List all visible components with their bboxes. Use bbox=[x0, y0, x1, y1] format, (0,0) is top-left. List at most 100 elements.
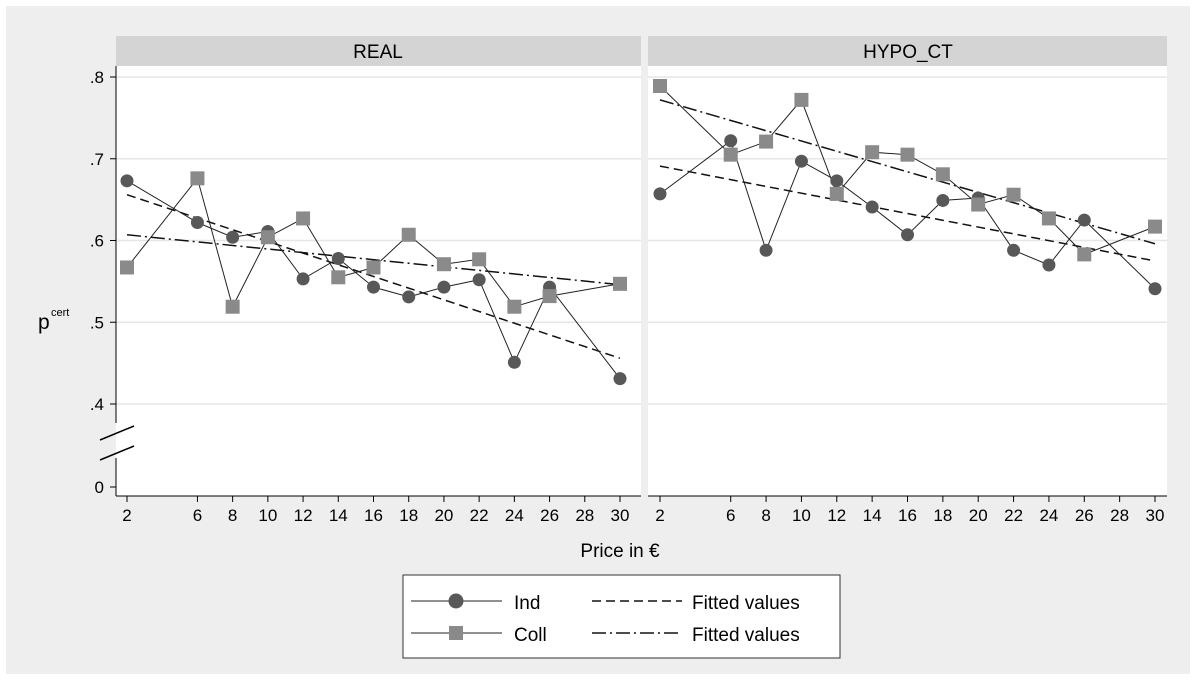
y-tick-label: .4 bbox=[90, 395, 104, 414]
data-point-ind-hypo-ct bbox=[653, 187, 667, 201]
x-tick-label-hypo-ct: 24 bbox=[1039, 506, 1058, 525]
x-tick-label-hypo-ct: 20 bbox=[969, 506, 988, 525]
panel-header-real bbox=[116, 36, 641, 66]
data-point-coll-real bbox=[507, 299, 522, 314]
data-point-ind-real bbox=[331, 251, 345, 265]
x-tick-label-hypo-ct: 8 bbox=[761, 506, 770, 525]
legend-entry-coll: Coll bbox=[411, 625, 547, 646]
legend-label-fit-ind: Fitted values bbox=[692, 593, 800, 614]
x-tick-label-real: 26 bbox=[540, 506, 559, 525]
fit-line-ind-hypo-ct bbox=[659, 165, 1156, 262]
x-tick-label-real: 22 bbox=[470, 506, 489, 525]
plot-layer-hypo-ct bbox=[648, 76, 1167, 405]
data-point-ind-hypo-ct bbox=[1007, 243, 1021, 257]
y-tick-label: .7 bbox=[90, 150, 104, 169]
x-tick-label-hypo-ct: 26 bbox=[1075, 506, 1094, 525]
x-tick-label-hypo-ct: 6 bbox=[726, 506, 735, 525]
y-tick-label: .5 bbox=[90, 313, 104, 332]
x-tick-label-real: 12 bbox=[294, 506, 313, 525]
data-point-coll-real bbox=[120, 260, 134, 275]
data-point-ind-hypo-ct bbox=[865, 200, 879, 214]
x-tick-label-real: 6 bbox=[193, 506, 202, 525]
legend-label-ind: Ind bbox=[514, 593, 540, 614]
legend-label-coll: Coll bbox=[514, 625, 547, 646]
y-tick-label: 0 bbox=[95, 478, 104, 497]
data-point-coll-real bbox=[542, 289, 557, 304]
y-axis: 0 .4 .5 .6 .7 .8 p cert bbox=[38, 66, 135, 497]
data-point-coll-hypo-ct bbox=[759, 134, 774, 149]
x-tick-label-real: 28 bbox=[575, 506, 594, 525]
fit-line-coll-hypo-ct bbox=[659, 99, 1156, 245]
data-point-coll-hypo-ct bbox=[653, 78, 667, 93]
data-point-ind-real bbox=[190, 216, 204, 230]
data-point-coll-hypo-ct bbox=[723, 147, 738, 162]
y-axis-label-superscript: cert bbox=[51, 307, 69, 319]
x-axes: 2 6 8 10 12 14 16 18 20 22 24 26 28 30 2 6 8 10 12 14 16 18 20… bbox=[116, 495, 1167, 525]
x-tick-label-real: 16 bbox=[364, 506, 383, 525]
data-point-coll-hypo-ct bbox=[900, 147, 915, 162]
legend: Ind Fitted values Coll Fitted values bbox=[402, 574, 841, 659]
data-point-ind-hypo-ct bbox=[759, 243, 773, 257]
legend-label-fit-coll: Fitted values bbox=[692, 625, 800, 646]
legend-box bbox=[402, 574, 841, 659]
x-tick-label-hypo-ct: 18 bbox=[933, 506, 952, 525]
data-point-coll-hypo-ct bbox=[1006, 187, 1021, 202]
data-point-ind-hypo-ct bbox=[1077, 213, 1091, 227]
panel-real: REAL bbox=[116, 36, 641, 496]
y-axis-label: p bbox=[38, 311, 50, 334]
x-tick-label-real: 24 bbox=[505, 506, 524, 525]
data-point-coll-hypo-ct bbox=[1148, 219, 1162, 234]
x-tick-label-real: 14 bbox=[329, 506, 348, 525]
data-point-ind-real bbox=[437, 280, 451, 294]
data-point-ind-real bbox=[367, 280, 380, 294]
data-point-coll-real bbox=[190, 171, 205, 186]
data-point-ind-hypo-ct bbox=[1042, 258, 1056, 272]
data-point-coll-hypo-ct bbox=[971, 197, 986, 212]
data-point-ind-hypo-ct bbox=[936, 193, 950, 207]
legend-entry-fit-coll: Fitted values bbox=[592, 625, 800, 646]
y-tick-label: .8 bbox=[90, 68, 104, 87]
x-axis-label: Price in € bbox=[580, 541, 660, 562]
y-tick-label: .6 bbox=[90, 232, 104, 251]
data-point-coll-real bbox=[366, 260, 381, 275]
data-point-coll-hypo-ct bbox=[1041, 211, 1056, 226]
data-point-coll-real bbox=[613, 276, 627, 291]
data-point-ind-real bbox=[120, 174, 134, 188]
panel-hypo-ct: HYPO_CT bbox=[648, 36, 1167, 496]
y-axis-break-icon bbox=[99, 425, 135, 461]
plot-area-real bbox=[116, 66, 641, 496]
data-point-coll-real bbox=[260, 230, 275, 245]
data-point-coll-hypo-ct bbox=[935, 167, 950, 182]
data-point-coll-hypo-ct bbox=[865, 145, 880, 160]
legend-symbol-square-coll bbox=[449, 626, 463, 640]
data-point-ind-real bbox=[296, 272, 310, 286]
data-point-ind-hypo-ct bbox=[794, 154, 808, 168]
data-point-ind-real bbox=[226, 230, 240, 244]
x-tick-label-hypo-ct: 2 bbox=[655, 506, 664, 525]
x-tick-label-real: 30 bbox=[611, 506, 630, 525]
x-tick-label-hypo-ct: 16 bbox=[898, 506, 917, 525]
y-axis-ticks: 0 .4 .5 .6 .7 .8 bbox=[90, 68, 116, 497]
x-tick-label-hypo-ct: 12 bbox=[827, 506, 846, 525]
legend-entry-ind: Ind bbox=[411, 593, 540, 614]
data-point-coll-real bbox=[401, 227, 416, 242]
legend-symbol-circle-ind bbox=[448, 593, 464, 609]
data-point-coll-hypo-ct bbox=[794, 92, 809, 107]
x-tick-label-real: 20 bbox=[434, 506, 453, 525]
data-point-coll-hypo-ct bbox=[829, 186, 844, 201]
data-point-coll-hypo-ct bbox=[1077, 247, 1092, 262]
data-point-ind-hypo-ct bbox=[901, 228, 914, 242]
x-tick-label-hypo-ct: 14 bbox=[863, 506, 882, 525]
plot-layer-real bbox=[116, 76, 641, 405]
data-point-coll-real bbox=[472, 252, 487, 267]
x-tick-label-real: 10 bbox=[258, 506, 277, 525]
fit-line-coll-real bbox=[126, 234, 621, 286]
x-tick-label-hypo-ct: 30 bbox=[1146, 506, 1165, 525]
panel-title-real: REAL bbox=[353, 42, 403, 63]
data-point-ind-hypo-ct bbox=[724, 134, 738, 148]
x-tick-label-real: 8 bbox=[228, 506, 237, 525]
data-point-ind-hypo-ct bbox=[1148, 282, 1162, 296]
x-tick-label-real: 18 bbox=[399, 506, 418, 525]
data-point-ind-hypo-ct bbox=[830, 174, 844, 188]
